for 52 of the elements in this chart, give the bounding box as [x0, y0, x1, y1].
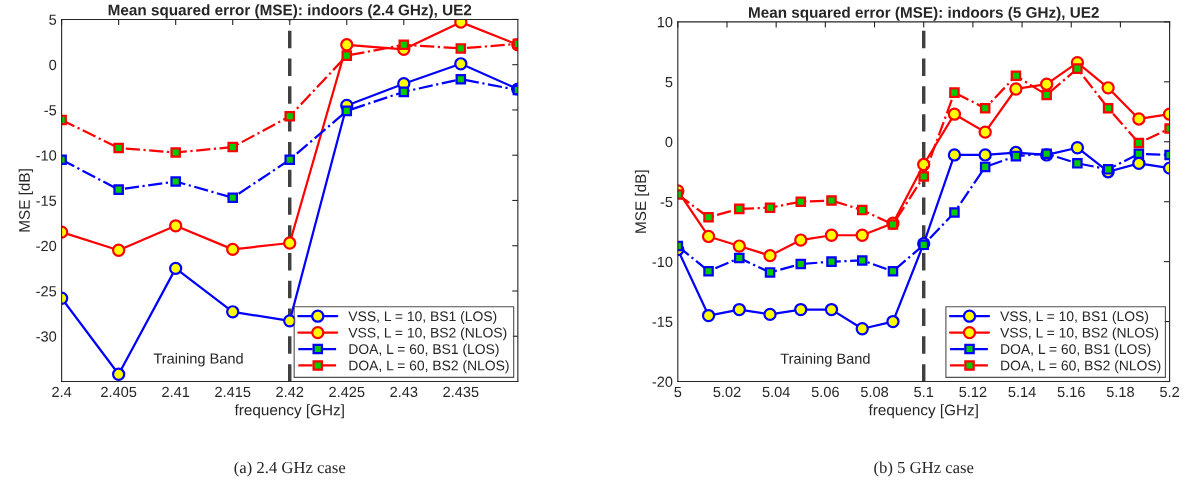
annotation: Training Band — [780, 353, 870, 367]
y-tick-label: -15 — [36, 195, 57, 206]
y-tick-label: -30 — [36, 331, 57, 342]
x-tick-label: 5 — [674, 386, 682, 398]
y-tick-label: 5 — [665, 77, 673, 88]
y-tick-label: 5 — [49, 14, 57, 25]
y-tick-label: -25 — [36, 286, 57, 297]
y-axis-title: MSE [dB] — [634, 170, 650, 233]
x-tick-label: 5.16 — [1057, 386, 1085, 398]
y-axis-title: MSE [dB] — [18, 169, 33, 232]
x-tick-label: 5.12 — [959, 386, 987, 398]
x-tick-label: 2.425 — [329, 386, 365, 398]
y-tick-label: -5 — [660, 196, 673, 208]
legend-label: DOA, L = 60, BS2 (NLOS) — [349, 360, 509, 374]
legend-label: VSS, L = 10, BS1 (LOS) — [348, 310, 497, 324]
y-tick-label: 10 — [657, 16, 673, 28]
x-tick-label: 2.435 — [443, 386, 479, 398]
y-tick-label: -10 — [652, 256, 673, 268]
chart-title: Mean squared error (MSE): indoors (2.4 GHz), UE2 — [108, 4, 472, 19]
x-tick-label: 2.4 — [52, 386, 72, 397]
x-tick-label: 2.43 — [390, 386, 418, 398]
text: (b) 5 GHz case — [874, 461, 974, 477]
x-tick-label: 5.06 — [811, 386, 839, 398]
x-tick-label: 5.18 — [1106, 386, 1134, 398]
x-axis-title: frequency [GHz] — [234, 404, 344, 419]
legend-label: VSS, L = 10, BS1 (LOS) — [1000, 310, 1149, 324]
x-tick-label: 5.08 — [860, 386, 889, 398]
x-tick-label: 2.415 — [215, 386, 251, 398]
annotation: Training Band — [153, 352, 243, 367]
x-tick-label: 2.405 — [101, 386, 137, 398]
legend-label: DOA, L = 60, BS2 (NLOS) — [1001, 360, 1161, 374]
x-tick-label: 5.2 — [1160, 386, 1179, 398]
legend-label: VSS, L = 10, BS2 (NLOS) — [348, 327, 507, 341]
legend-label: VSS, L = 10, BS2 (NLOS) — [1000, 327, 1159, 341]
y-tick-label: 0 — [49, 59, 57, 71]
x-tick-label: 5.02 — [713, 386, 741, 398]
x-tick-label: 2.41 — [162, 386, 190, 397]
y-tick-label: -5 — [44, 105, 57, 116]
x-tick-label: 5.1 — [914, 386, 934, 398]
legend-label: DOA, L = 60, BS1 (LOS) — [1001, 343, 1151, 357]
y-tick-label: -20 — [36, 240, 57, 252]
y-tick-label: -20 — [652, 376, 673, 387]
x-tick-label: 5.14 — [1008, 386, 1036, 398]
y-tick-label: 0 — [665, 136, 673, 148]
text: (a) 2.4 GHz case — [234, 461, 346, 477]
x-axis-title: frequency [GHz] — [868, 404, 978, 419]
legend-label: DOA, L = 60, BS1 (LOS) — [349, 343, 499, 357]
y-tick-label: -15 — [652, 316, 673, 327]
x-tick-label: 5.04 — [762, 386, 790, 398]
x-tick-label: 2.42 — [276, 386, 304, 397]
y-tick-label: -10 — [36, 150, 57, 161]
chart-title: Mean squared error (MSE): indoors (5 GHz), UE2 — [749, 6, 1099, 21]
